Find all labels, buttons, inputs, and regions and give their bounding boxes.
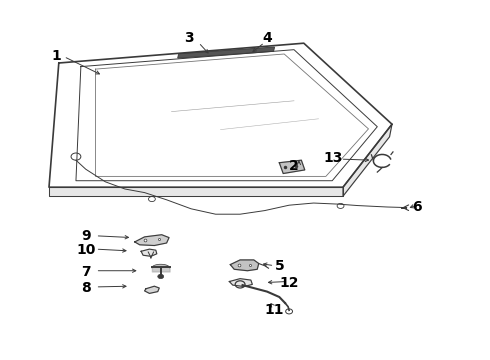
Text: 7: 7	[81, 265, 91, 279]
Polygon shape	[49, 187, 343, 196]
Text: 11: 11	[265, 303, 284, 316]
Polygon shape	[279, 160, 305, 174]
Polygon shape	[141, 249, 157, 256]
Polygon shape	[343, 124, 392, 196]
Text: 8: 8	[81, 281, 91, 295]
Polygon shape	[145, 286, 159, 293]
Polygon shape	[229, 279, 252, 287]
Text: 1: 1	[51, 49, 61, 63]
Circle shape	[158, 274, 164, 279]
Text: 10: 10	[76, 243, 96, 257]
Text: 5: 5	[274, 260, 284, 273]
Polygon shape	[178, 47, 274, 58]
Text: 4: 4	[262, 31, 272, 45]
Text: 2: 2	[289, 159, 299, 172]
Text: 6: 6	[412, 200, 421, 214]
Polygon shape	[230, 260, 259, 271]
Text: 12: 12	[279, 276, 299, 289]
Text: 9: 9	[81, 229, 91, 243]
Polygon shape	[135, 235, 169, 246]
Text: 13: 13	[323, 152, 343, 165]
Text: 3: 3	[184, 31, 194, 45]
